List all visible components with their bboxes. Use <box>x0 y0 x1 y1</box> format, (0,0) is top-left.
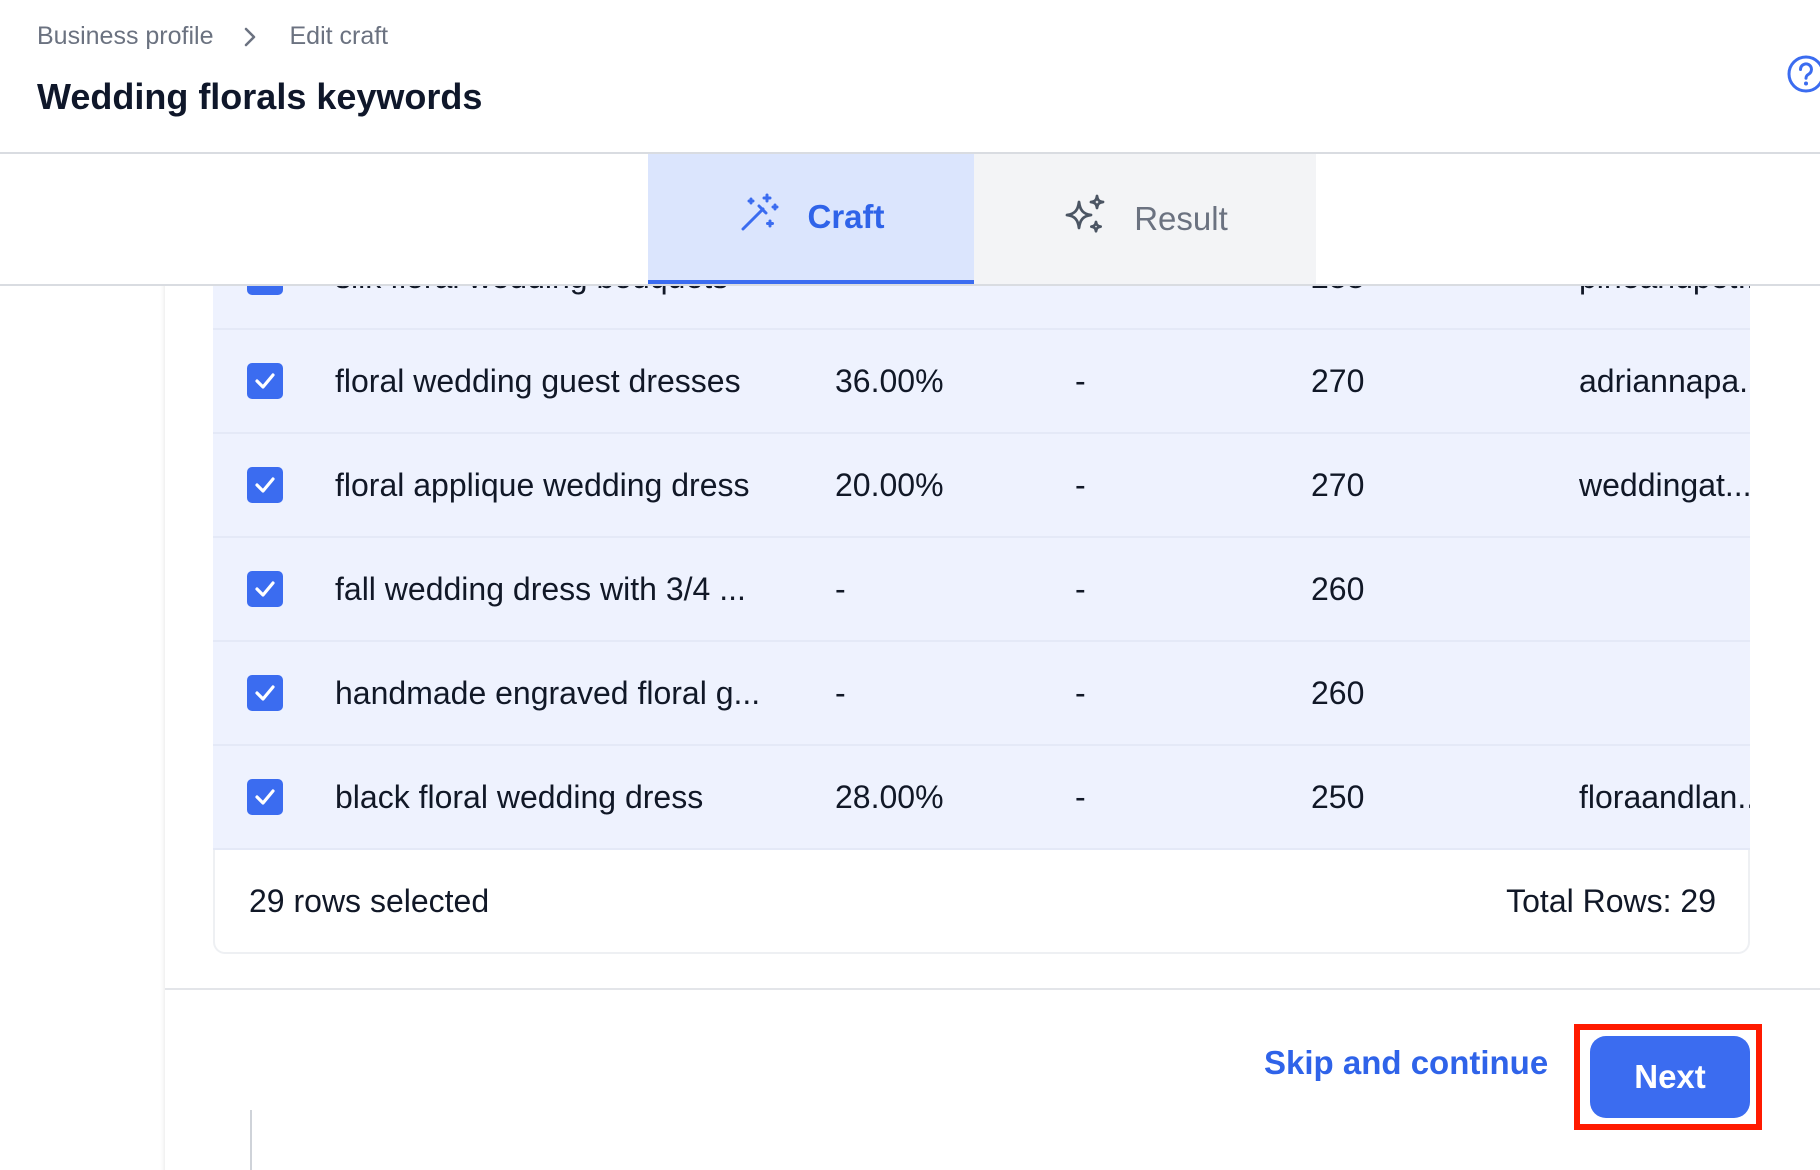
source-cell: weddingat... <box>1579 467 1750 503</box>
skip-and-continue-link[interactable]: Skip and continue <box>1264 1044 1549 1081</box>
row-checkbox[interactable] <box>247 675 283 711</box>
source-cell: adriannapa... <box>1579 363 1750 399</box>
volume-cell: 270 <box>1311 467 1365 503</box>
help-icon[interactable] <box>1786 54 1820 94</box>
row-checkbox[interactable] <box>247 571 283 607</box>
tab-craft[interactable]: Craft <box>648 154 974 284</box>
row-checkbox[interactable] <box>247 779 283 815</box>
volume-cell: 260 <box>1311 675 1365 711</box>
table-row: floral wedding guest dresses 36.00% - 27… <box>213 330 1750 434</box>
chevron-right-icon <box>243 26 257 48</box>
sparkles-icon <box>1062 192 1108 246</box>
source-cell: pineandpet... <box>1579 286 1750 328</box>
breadcrumb: Business profile Edit craft <box>37 22 388 51</box>
percent-cell: 28.00% <box>835 779 944 815</box>
page-title: Wedding florals keywords <box>37 76 483 117</box>
volume-cell: 270 <box>1311 363 1365 399</box>
percent-cell: - <box>835 571 846 607</box>
percent-cell: - <box>835 675 846 711</box>
percent-cell: 36.00% <box>835 363 944 399</box>
rows-selected-count: 29 rows selected <box>249 883 490 919</box>
breadcrumb-edit-craft: Edit craft <box>289 22 389 50</box>
keyword-cell: fall wedding dress with 3/4 ... <box>335 571 746 607</box>
card-divider <box>165 988 1820 990</box>
percent-cell-2: - <box>1075 675 1086 711</box>
keyword-cell: black floral wedding dress <box>335 779 704 815</box>
percent-cell-2: - <box>1075 363 1086 399</box>
volume-cell: 288 <box>1311 286 1431 328</box>
source-cell <box>1579 642 1750 744</box>
volume-cell: 250 <box>1311 779 1365 815</box>
table-row: fall wedding dress with 3/4 ... - - 260 <box>213 538 1750 642</box>
content-area: silk floral wedding bouquets - - 288 pin… <box>0 286 1820 1170</box>
tab-craft-label: Craft <box>807 198 885 235</box>
percent-cell-2: - <box>1075 467 1086 503</box>
table-row: handmade engraved floral g... - - 260 <box>213 642 1750 746</box>
source-cell <box>1579 538 1750 640</box>
keyword-cell: handmade engraved floral g... <box>335 675 761 711</box>
percent-cell: 20.00% <box>835 467 944 503</box>
source-cell: floraandlan... <box>1579 779 1750 815</box>
vertical-divider <box>250 1110 252 1170</box>
tab-bar: Craft Result <box>0 154 1820 286</box>
total-rows-count: Total Rows: 29 <box>1506 883 1716 919</box>
keyword-cell: floral wedding guest dresses <box>335 363 741 399</box>
keywords-card: silk floral wedding bouquets - - 288 pin… <box>165 286 1820 1170</box>
tab-result[interactable]: Result <box>974 154 1316 284</box>
row-checkbox[interactable] <box>247 467 283 503</box>
page-header: Business profile Edit craft Wedding flor… <box>0 0 1820 154</box>
percent-cell: - <box>835 286 1015 328</box>
table-row: silk floral wedding bouquets - - 288 pin… <box>213 286 1750 330</box>
row-checkbox[interactable] <box>247 363 283 399</box>
percent-cell-2: - <box>1075 286 1135 328</box>
table-row: floral applique wedding dress 20.00% - 2… <box>213 434 1750 538</box>
volume-cell: 260 <box>1311 571 1365 607</box>
highlight-box <box>1574 1024 1762 1130</box>
next-button[interactable]: Next <box>1590 1036 1750 1118</box>
magic-wand-icon <box>737 191 781 243</box>
breadcrumb-business-profile[interactable]: Business profile <box>37 22 214 50</box>
percent-cell-2: - <box>1075 571 1086 607</box>
percent-cell-2: - <box>1075 779 1086 815</box>
row-checkbox[interactable] <box>247 286 283 295</box>
table-footer: 29 rows selected Total Rows: 29 <box>213 850 1750 954</box>
keyword-cell: silk floral wedding bouquets <box>335 286 805 328</box>
keyword-cell: floral applique wedding dress <box>335 467 750 503</box>
tab-result-label: Result <box>1134 200 1228 237</box>
table-row: black floral wedding dress 28.00% - 250 … <box>213 746 1750 850</box>
keywords-table: silk floral wedding bouquets - - 288 pin… <box>213 286 1750 850</box>
